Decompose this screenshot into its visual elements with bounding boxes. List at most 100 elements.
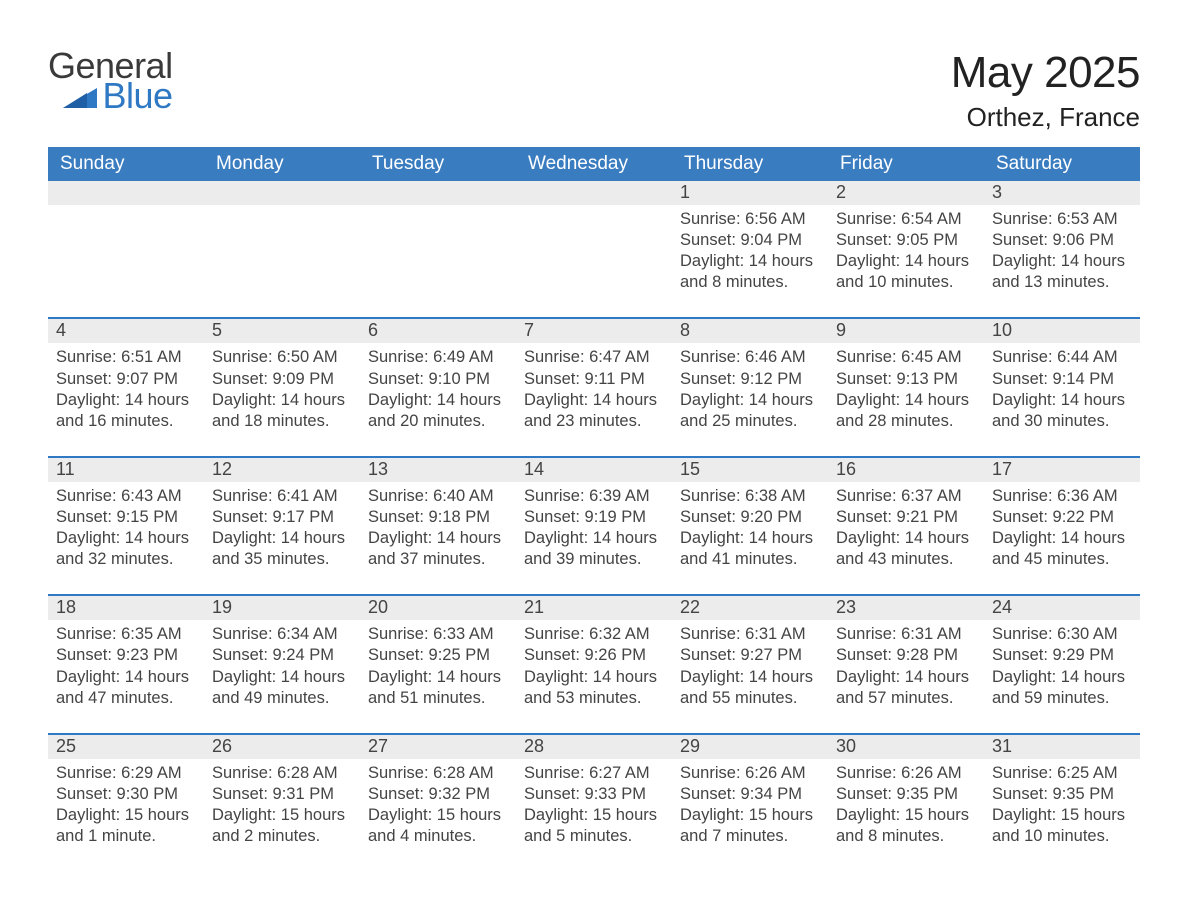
day-number: 6 [360,317,516,343]
day-details: Sunrise: 6:46 AMSunset: 9:12 PMDaylight:… [672,343,828,455]
sunset-line: Sunset: 9:20 PM [680,507,820,528]
day-number: 7 [516,317,672,343]
daylight-line: Daylight: 15 hours and 7 minutes. [680,805,820,847]
day-number: 23 [828,594,984,620]
day-details: Sunrise: 6:47 AMSunset: 9:11 PMDaylight:… [516,343,672,455]
calendar-day-cell: 8Sunrise: 6:46 AMSunset: 9:12 PMDaylight… [672,317,828,455]
day-details: Sunrise: 6:50 AMSunset: 9:09 PMDaylight:… [204,343,360,455]
calendar-day-cell: 2Sunrise: 6:54 AMSunset: 9:05 PMDaylight… [828,181,984,317]
day-details: Sunrise: 6:38 AMSunset: 9:20 PMDaylight:… [672,482,828,594]
sunrise-line: Sunrise: 6:32 AM [524,624,664,645]
sunrise-line: Sunrise: 6:39 AM [524,486,664,507]
day-details: Sunrise: 6:32 AMSunset: 9:26 PMDaylight:… [516,620,672,732]
calendar-day-cell: 12Sunrise: 6:41 AMSunset: 9:17 PMDayligh… [204,456,360,594]
calendar-day-cell: 18Sunrise: 6:35 AMSunset: 9:23 PMDayligh… [48,594,204,732]
daylight-line: Daylight: 14 hours and 18 minutes. [212,390,352,432]
daylight-line: Daylight: 15 hours and 8 minutes. [836,805,976,847]
day-number: 25 [48,733,204,759]
calendar-week-row: 4Sunrise: 6:51 AMSunset: 9:07 PMDaylight… [48,317,1140,455]
day-details: Sunrise: 6:43 AMSunset: 9:15 PMDaylight:… [48,482,204,594]
day-details: Sunrise: 6:49 AMSunset: 9:10 PMDaylight:… [360,343,516,455]
day-details: Sunrise: 6:33 AMSunset: 9:25 PMDaylight:… [360,620,516,732]
daylight-line: Daylight: 14 hours and 13 minutes. [992,251,1132,293]
day-number: 29 [672,733,828,759]
day-details: Sunrise: 6:44 AMSunset: 9:14 PMDaylight:… [984,343,1140,455]
sunrise-line: Sunrise: 6:45 AM [836,347,976,368]
day-number: 10 [984,317,1140,343]
sunrise-line: Sunrise: 6:36 AM [992,486,1132,507]
day-number: 14 [516,456,672,482]
daylight-line: Daylight: 14 hours and 43 minutes. [836,528,976,570]
sunrise-line: Sunrise: 6:30 AM [992,624,1132,645]
daylight-line: Daylight: 14 hours and 28 minutes. [836,390,976,432]
empty-day-bar [516,181,672,205]
sunrise-line: Sunrise: 6:28 AM [212,763,352,784]
day-details: Sunrise: 6:40 AMSunset: 9:18 PMDaylight:… [360,482,516,594]
day-details: Sunrise: 6:54 AMSunset: 9:05 PMDaylight:… [828,205,984,317]
sunrise-line: Sunrise: 6:29 AM [56,763,196,784]
sunrise-line: Sunrise: 6:40 AM [368,486,508,507]
daylight-line: Daylight: 14 hours and 53 minutes. [524,667,664,709]
day-details: Sunrise: 6:53 AMSunset: 9:06 PMDaylight:… [984,205,1140,317]
empty-day-body [48,205,204,313]
weekday-header: Sunday [48,147,204,181]
sunrise-line: Sunrise: 6:34 AM [212,624,352,645]
calendar-day-cell: 21Sunrise: 6:32 AMSunset: 9:26 PMDayligh… [516,594,672,732]
sunset-line: Sunset: 9:22 PM [992,507,1132,528]
day-number: 19 [204,594,360,620]
calendar-day-cell: 17Sunrise: 6:36 AMSunset: 9:22 PMDayligh… [984,456,1140,594]
sunrise-line: Sunrise: 6:54 AM [836,209,976,230]
daylight-line: Daylight: 14 hours and 35 minutes. [212,528,352,570]
sunset-line: Sunset: 9:07 PM [56,369,196,390]
sunrise-line: Sunrise: 6:43 AM [56,486,196,507]
day-number: 30 [828,733,984,759]
weekday-header-row: Sunday Monday Tuesday Wednesday Thursday… [48,147,1140,181]
calendar-day-cell: 10Sunrise: 6:44 AMSunset: 9:14 PMDayligh… [984,317,1140,455]
calendar-day-cell [48,181,204,317]
sunset-line: Sunset: 9:09 PM [212,369,352,390]
daylight-line: Daylight: 14 hours and 51 minutes. [368,667,508,709]
daylight-line: Daylight: 14 hours and 59 minutes. [992,667,1132,709]
day-details: Sunrise: 6:31 AMSunset: 9:28 PMDaylight:… [828,620,984,732]
sunset-line: Sunset: 9:04 PM [680,230,820,251]
day-details: Sunrise: 6:26 AMSunset: 9:35 PMDaylight:… [828,759,984,871]
day-number: 13 [360,456,516,482]
weekday-header: Saturday [984,147,1140,181]
sunset-line: Sunset: 9:15 PM [56,507,196,528]
daylight-line: Daylight: 14 hours and 8 minutes. [680,251,820,293]
sunrise-line: Sunrise: 6:44 AM [992,347,1132,368]
day-details: Sunrise: 6:31 AMSunset: 9:27 PMDaylight:… [672,620,828,732]
calendar-day-cell: 25Sunrise: 6:29 AMSunset: 9:30 PMDayligh… [48,733,204,871]
daylight-line: Daylight: 14 hours and 57 minutes. [836,667,976,709]
sunset-line: Sunset: 9:13 PM [836,369,976,390]
day-number: 11 [48,456,204,482]
day-number: 26 [204,733,360,759]
daylight-line: Daylight: 14 hours and 47 minutes. [56,667,196,709]
empty-day-bar [360,181,516,205]
location-label: Orthez, France [951,102,1140,133]
calendar-day-cell: 9 Sunrise: 6:45 AMSunset: 9:13 PMDaylight… [828,317,984,455]
daylight-line: Daylight: 14 hours and 20 minutes. [368,390,508,432]
daylight-line: Daylight: 14 hours and 16 minutes. [56,390,196,432]
sunset-line: Sunset: 9:18 PM [368,507,508,528]
day-details: Sunrise: 6:27 AMSunset: 9:33 PMDaylight:… [516,759,672,871]
calendar-day-cell: 30Sunrise: 6:26 AMSunset: 9:35 PMDayligh… [828,733,984,871]
calendar-day-cell: 19Sunrise: 6:34 AMSunset: 9:24 PMDayligh… [204,594,360,732]
day-details: Sunrise: 6:28 AMSunset: 9:32 PMDaylight:… [360,759,516,871]
empty-day-body [360,205,516,313]
daylight-line: Daylight: 14 hours and 55 minutes. [680,667,820,709]
day-number: 3 [984,181,1140,205]
calendar-week-row: 11Sunrise: 6:43 AMSunset: 9:15 PMDayligh… [48,456,1140,594]
sunset-line: Sunset: 9:31 PM [212,784,352,805]
brand-logo: General Blue [48,48,173,114]
calendar-day-cell [516,181,672,317]
sunset-line: Sunset: 9:26 PM [524,645,664,666]
sunset-line: Sunset: 9:10 PM [368,369,508,390]
day-number: 8 [672,317,828,343]
day-number: 9 [828,317,984,343]
sunset-line: Sunset: 9:29 PM [992,645,1132,666]
brand-triangle-icon [63,86,97,108]
sunset-line: Sunset: 9:14 PM [992,369,1132,390]
weekday-header: Friday [828,147,984,181]
sunset-line: Sunset: 9:11 PM [524,369,664,390]
